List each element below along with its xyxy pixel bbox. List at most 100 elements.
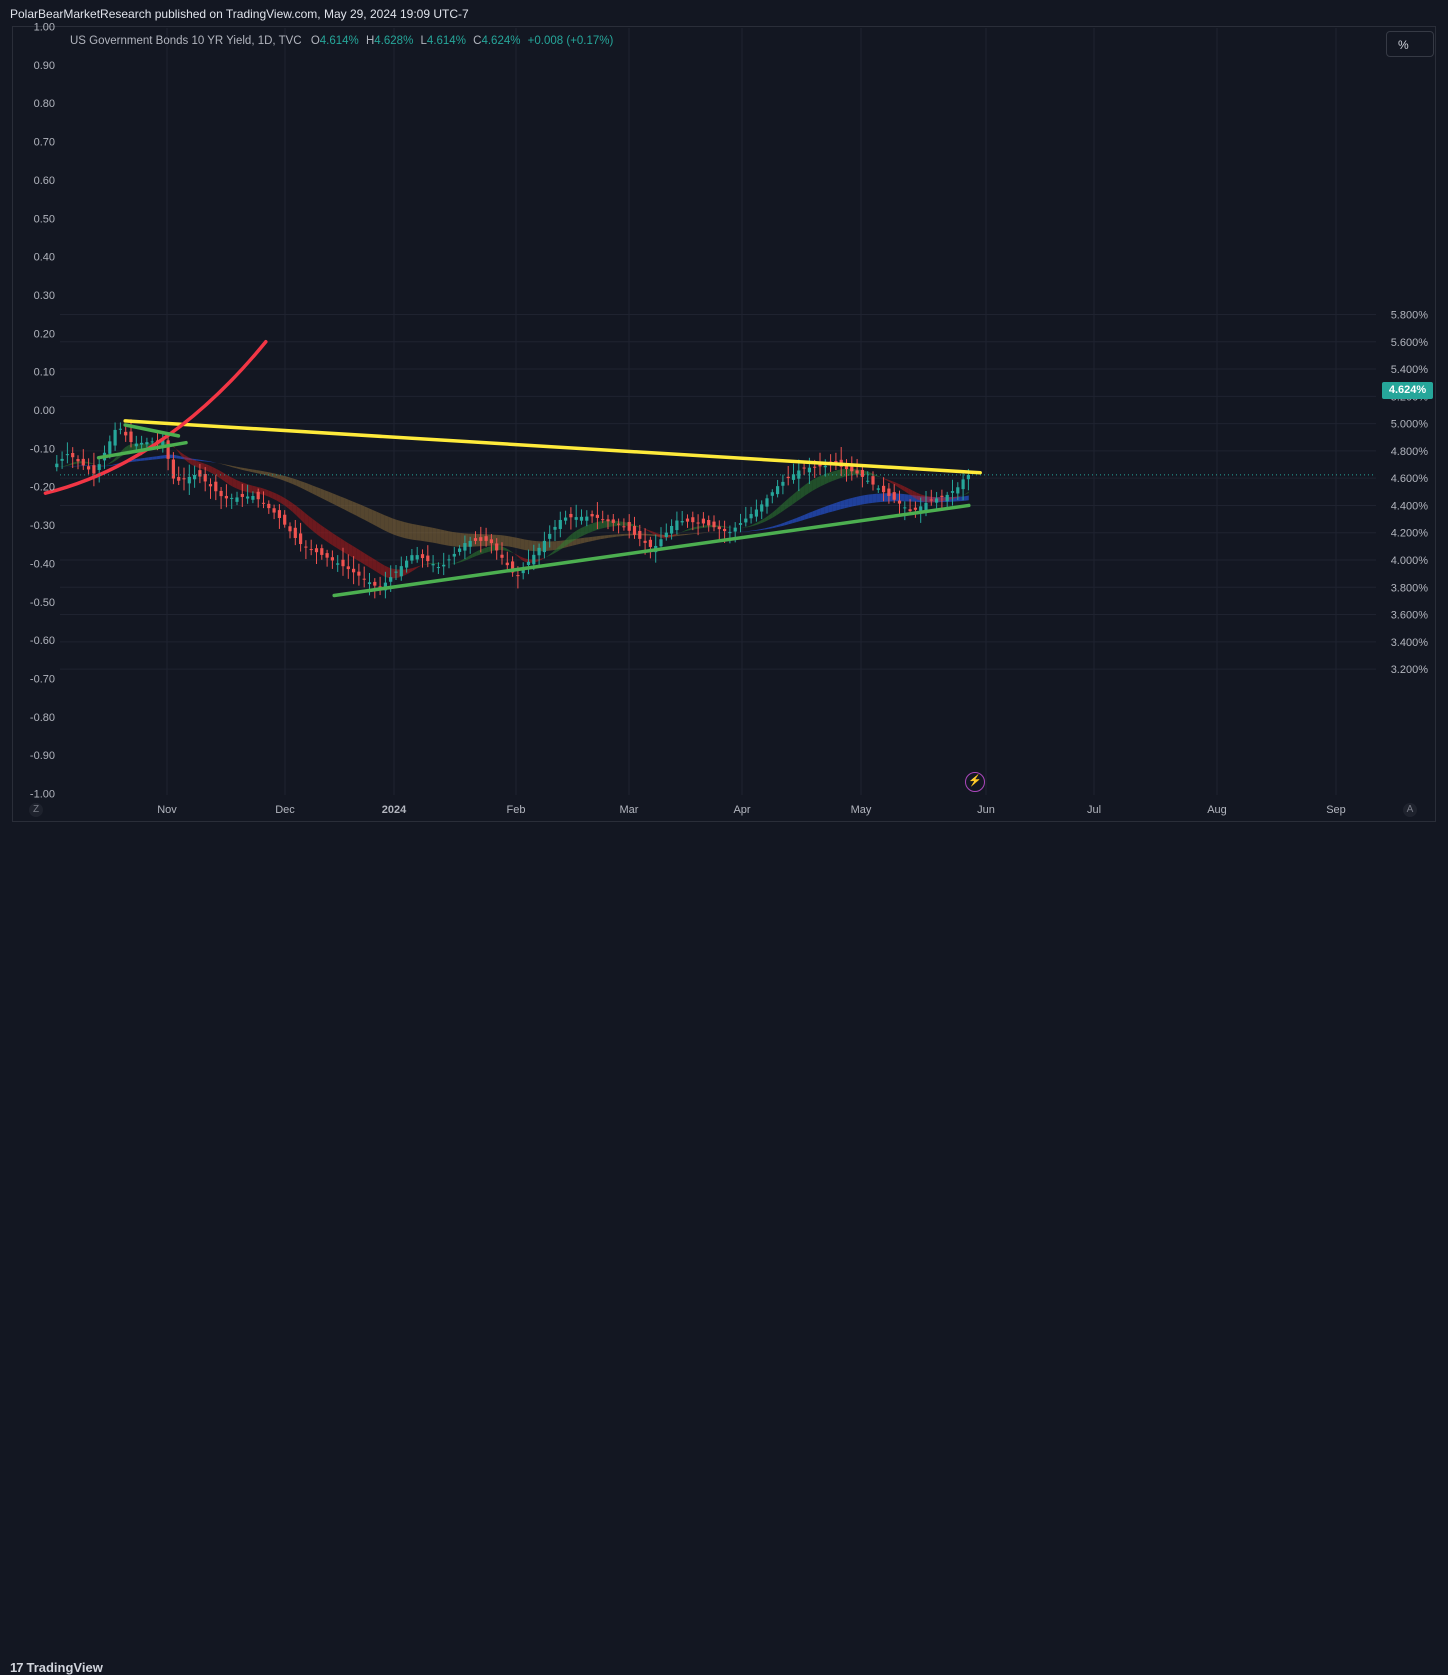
candle-body — [750, 514, 753, 518]
fast-ribbon — [185, 455, 189, 463]
candle-body — [463, 543, 466, 551]
candle-body — [151, 441, 154, 442]
auto-scale-toggle[interactable]: A — [1403, 803, 1417, 817]
x-tick-label: Feb — [507, 804, 526, 816]
slow-ribbon — [209, 461, 213, 462]
candle-body — [893, 492, 896, 500]
candle-body — [341, 560, 344, 566]
slow-ribbon — [525, 540, 529, 551]
fast-ribbon — [581, 526, 585, 536]
candle-body — [410, 555, 413, 560]
slow-ribbon — [453, 532, 457, 547]
fast-ribbon — [65, 464, 69, 466]
fast-ribbon — [105, 463, 109, 465]
candle-body — [744, 519, 747, 523]
slow-ribbon — [585, 537, 589, 542]
candle-body — [755, 510, 758, 517]
slow-ribbon — [353, 501, 357, 515]
legend-open: 4.614% — [320, 35, 359, 47]
fast-ribbon — [337, 536, 341, 551]
fast-ribbon — [201, 462, 205, 470]
candle-body — [596, 515, 599, 518]
candle-body — [490, 539, 493, 543]
candle-body — [246, 496, 249, 498]
fast-ribbon — [885, 479, 889, 482]
slow-ribbon — [853, 497, 857, 507]
candle-body — [776, 486, 779, 494]
legend-open-label: O — [311, 35, 320, 47]
candle-body — [453, 554, 456, 557]
percent-scale-button[interactable]: % — [1386, 31, 1434, 57]
right-tick-label: 5.800% — [1391, 309, 1429, 321]
left-tick-label: -0.80 — [30, 712, 55, 724]
fast-ribbon — [897, 483, 901, 489]
slow-ribbon — [281, 475, 285, 481]
slow-ribbon — [905, 494, 909, 501]
last-price-label: 4.624% — [1382, 382, 1433, 399]
slow-ribbon — [153, 456, 157, 459]
fast-ribbon — [893, 481, 897, 486]
timezone-toggle[interactable]: Z — [29, 803, 43, 817]
candle-body — [956, 487, 959, 493]
slow-ribbon — [681, 534, 685, 536]
fast-ribbon — [289, 501, 293, 513]
slow-ribbon — [801, 515, 805, 521]
slow-ribbon — [377, 512, 381, 529]
slow-ribbon — [157, 456, 161, 460]
candle-body — [283, 515, 286, 525]
candle-body — [877, 488, 880, 489]
right-tick-label: 5.400% — [1391, 364, 1429, 376]
green-short-line — [125, 425, 178, 436]
candle-body — [909, 509, 912, 511]
slow-ribbon — [457, 533, 461, 547]
slow-ribbon — [317, 487, 321, 498]
left-tick-label: -0.90 — [30, 750, 55, 762]
yellow-resistance-line — [125, 421, 980, 473]
fast-ribbon — [777, 505, 781, 515]
candle-body — [765, 498, 768, 506]
candle-body — [728, 532, 731, 533]
candle-body — [723, 529, 726, 531]
candle-body — [278, 510, 281, 518]
red-curve-line — [45, 342, 265, 493]
fast-ribbon — [485, 547, 489, 553]
fast-ribbon — [921, 494, 925, 502]
candle-body — [813, 467, 816, 468]
candle-body — [294, 528, 297, 538]
slow-ribbon — [313, 486, 317, 496]
lightning-icon[interactable]: ⚡ — [965, 772, 985, 792]
left-tick-label: -0.10 — [30, 443, 55, 455]
candle-body — [368, 582, 371, 584]
slow-ribbon — [241, 467, 245, 470]
candle-body — [670, 526, 673, 534]
fast-ribbon — [349, 543, 353, 557]
fast-ribbon — [113, 456, 117, 462]
fast-ribbon — [377, 561, 381, 575]
candle-body — [739, 523, 742, 525]
tradingview-logo-icon: 17 — [10, 1660, 22, 1675]
fast-ribbon — [925, 496, 929, 503]
candle-body — [114, 430, 117, 446]
candle-body — [389, 577, 392, 582]
slow-ribbon — [205, 460, 209, 461]
fast-ribbon — [265, 489, 269, 497]
fast-ribbon — [785, 498, 789, 510]
fast-ribbon — [829, 471, 833, 482]
fast-ribbon — [505, 548, 509, 552]
fast-ribbon — [501, 546, 505, 550]
fast-ribbon — [325, 528, 329, 543]
slow-ribbon — [501, 535, 505, 546]
candle-body — [71, 453, 74, 457]
candle-body — [617, 524, 620, 525]
slow-ribbon — [413, 524, 417, 540]
slow-ribbon — [809, 511, 813, 518]
slow-ribbon — [693, 533, 697, 534]
slow-ribbon — [229, 465, 233, 467]
slow-ribbon — [401, 521, 405, 538]
slow-ribbon — [293, 478, 297, 486]
left-tick-label: -0.40 — [30, 558, 55, 570]
slow-ribbon — [137, 458, 141, 461]
candle-body — [495, 543, 498, 550]
